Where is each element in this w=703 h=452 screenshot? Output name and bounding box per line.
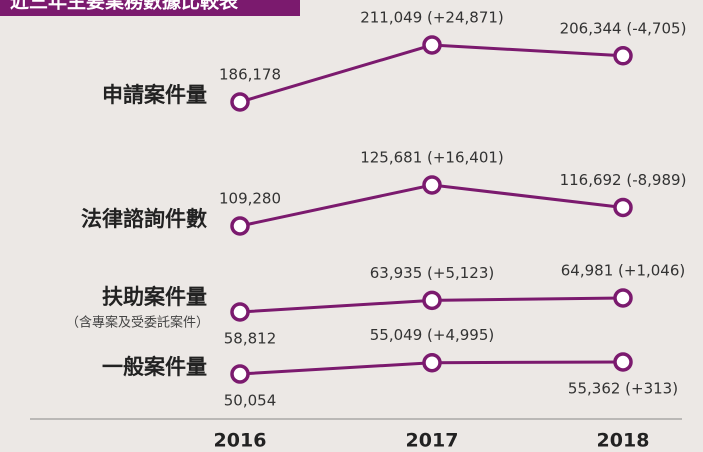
title-box <box>0 0 300 16</box>
data-label: 206,344 (-4,705) <box>560 19 687 37</box>
data-label: 211,049 (+24,871) <box>360 9 504 27</box>
series-name: 申請案件量 <box>102 83 207 107</box>
point <box>230 302 250 322</box>
series-name: 扶助案件量 <box>102 285 207 309</box>
data-label: 63,935 (+5,123) <box>370 264 494 282</box>
data-label: 58,812 <box>224 330 277 348</box>
point <box>422 352 442 373</box>
point <box>230 92 250 112</box>
data-label: 125,681 (+16,401) <box>360 149 504 167</box>
data-label: 55,362 (+313) <box>568 380 678 398</box>
point <box>613 352 633 372</box>
series-name: 法律諮詢件數 <box>81 207 207 231</box>
x-tick-label: 2016 <box>214 430 267 452</box>
point <box>422 175 442 195</box>
data-label: 186,178 <box>219 66 281 84</box>
x-tick-label: 2018 <box>597 430 650 452</box>
data-label: 55,049 (+4,995) <box>370 326 494 344</box>
chart-title: 近三年主要業務數據比較表 <box>10 0 239 13</box>
point <box>230 364 250 384</box>
data-label: 116,692 (-8,989) <box>560 171 687 189</box>
data-label: 64,981 (+1,046) <box>561 262 685 280</box>
point <box>422 290 442 311</box>
point <box>422 35 442 55</box>
series-name: 一般案件量 <box>102 355 207 379</box>
point <box>613 288 633 308</box>
point <box>230 216 250 236</box>
data-label: 50,054 <box>224 392 277 410</box>
point <box>613 46 633 66</box>
point <box>613 197 633 218</box>
series-note: （含專案及受委託案件） <box>66 315 209 331</box>
x-tick-label: 2017 <box>406 430 459 452</box>
data-label: 109,280 <box>219 190 281 208</box>
